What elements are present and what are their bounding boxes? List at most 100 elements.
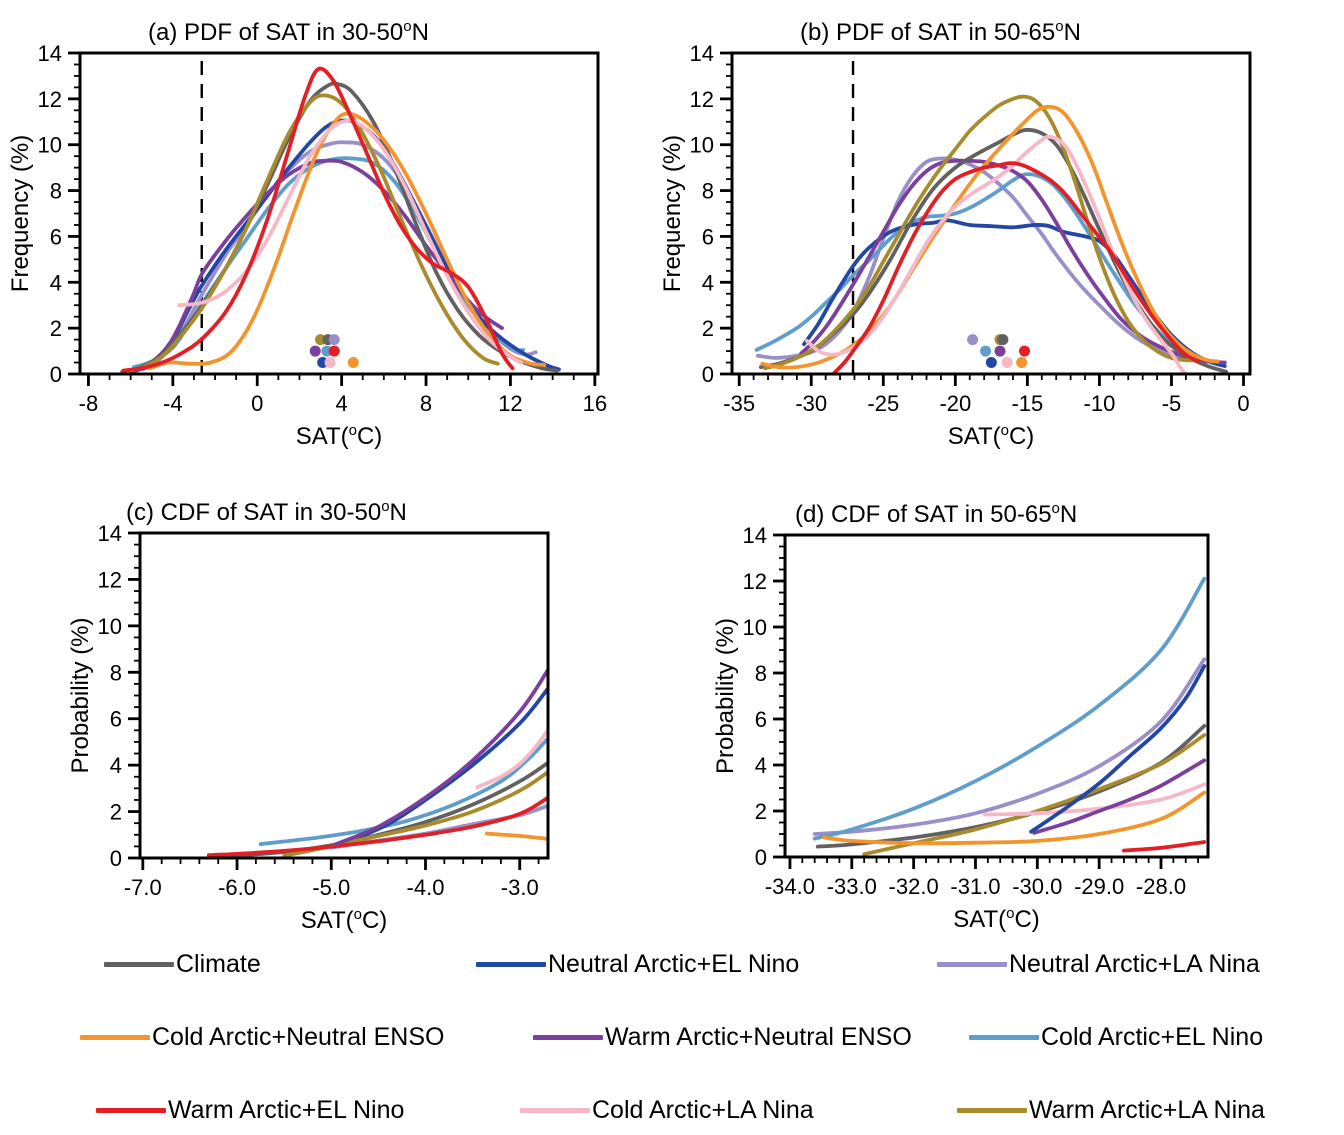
x-tick-label: -31.0 bbox=[950, 874, 1000, 899]
y-tick-label: 14 bbox=[743, 523, 767, 548]
y-tick-label: 14 bbox=[98, 521, 122, 546]
x-tick-label: -30.0 bbox=[1012, 874, 1062, 899]
mean-dot-warm_el bbox=[1019, 345, 1031, 357]
y-axis-label: Probability (%) bbox=[712, 618, 739, 774]
y-tick-label: 10 bbox=[743, 615, 767, 640]
y-tick-label: 12 bbox=[690, 87, 714, 112]
mean-dot-cold_el bbox=[980, 345, 992, 357]
series-curve-cold_el bbox=[258, 736, 548, 846]
series-curve-cold_neutral bbox=[822, 790, 1207, 846]
y-tick-label: 12 bbox=[38, 87, 62, 112]
y-tick-label: 8 bbox=[755, 661, 767, 686]
y-tick-label: 2 bbox=[110, 800, 122, 825]
series-curve-cold_la bbox=[805, 134, 1187, 374]
y-axis-label: Frequency (%) bbox=[7, 135, 34, 292]
x-tick-label: -15 bbox=[1011, 391, 1043, 416]
mean-dot-cold_la bbox=[1001, 357, 1013, 369]
x-tick-label: -8 bbox=[79, 391, 99, 416]
series-curve-warm_neutral bbox=[1032, 758, 1207, 835]
series-curve-warm_la bbox=[763, 94, 1197, 371]
y-tick-label: 0 bbox=[110, 846, 122, 871]
y-tick-label: 8 bbox=[702, 179, 714, 204]
x-tick-label: -7.0 bbox=[124, 875, 162, 900]
panel-c: -7.0 -6.0 -5.0 -4.0 -3.0 0 2 4 6 8 10 12 14(c) CDF o… bbox=[67, 498, 550, 934]
x-tick-label: -5.0 bbox=[312, 875, 350, 900]
y-tick-label: 10 bbox=[690, 133, 714, 158]
y-axis-label: Probability (%) bbox=[67, 617, 94, 773]
panel-b-title: (b) PDF of SAT in 50-65oN bbox=[800, 18, 1081, 46]
x-tick-label: 0 bbox=[1237, 391, 1249, 416]
x-tick-label: -30 bbox=[795, 391, 827, 416]
panel-d-title: (d) CDF of SAT in 50-65oN bbox=[795, 500, 1077, 528]
x-tick-label: -32.0 bbox=[889, 874, 939, 899]
series-curve-warm_la bbox=[282, 770, 548, 858]
x-tick-label: 12 bbox=[498, 391, 522, 416]
series-curve-neutral_la bbox=[812, 657, 1207, 836]
x-tick-label: -29.0 bbox=[1074, 874, 1124, 899]
mean-dot-neutral_la bbox=[328, 334, 340, 346]
mean-dot-cold_la bbox=[324, 357, 336, 369]
y-axis-label: Frequency (%) bbox=[659, 135, 686, 292]
series-curve-cold_la bbox=[475, 728, 548, 790]
axes-frame bbox=[783, 533, 1210, 859]
y-tick-label: 12 bbox=[98, 567, 122, 592]
mean-dot-warm_neutral bbox=[309, 345, 321, 357]
y-tick-label: 0 bbox=[755, 845, 767, 870]
series-curve-cold_el bbox=[812, 576, 1207, 841]
y-tick-label: 6 bbox=[755, 707, 767, 732]
y-tick-label: 10 bbox=[98, 614, 122, 639]
panel-a: -8 -4 0 4 8 12 16 0 2 4 6 8 10 12 14 (a) PDF of SAT in … bbox=[7, 18, 607, 450]
x-tick-label: 16 bbox=[583, 391, 607, 416]
axes-frame bbox=[138, 531, 550, 860]
series-curve-neutral_el bbox=[1029, 664, 1207, 834]
series-curve-warm_la bbox=[122, 93, 500, 374]
y-tick-label: 2 bbox=[755, 799, 767, 824]
y-tick-label: 0 bbox=[50, 362, 62, 387]
series-curve-warm_el bbox=[206, 795, 548, 858]
y-tick-label: 14 bbox=[690, 41, 714, 66]
x-tick-label: -6.0 bbox=[218, 875, 256, 900]
series-curve-cold_la bbox=[177, 118, 523, 365]
mean-dot-neutral_el bbox=[985, 357, 997, 369]
series-curve-warm_el bbox=[1122, 840, 1207, 853]
mean-dot-neutral_la bbox=[967, 334, 979, 346]
x-tick-label: -3.0 bbox=[501, 875, 539, 900]
series-curve-neutral_la bbox=[756, 156, 1224, 365]
y-tick-label: 8 bbox=[50, 179, 62, 204]
y-tick-label: 4 bbox=[755, 753, 767, 778]
y-tick-label: 4 bbox=[50, 270, 62, 295]
axes-frame bbox=[78, 51, 600, 376]
mean-dot-cold_neutral bbox=[1016, 357, 1028, 369]
y-tick-label: 2 bbox=[50, 316, 62, 341]
y-tick-label: 4 bbox=[110, 753, 122, 778]
series-curve-warm_el bbox=[121, 66, 515, 373]
x-tick-label: 8 bbox=[420, 391, 432, 416]
y-tick-label: 14 bbox=[38, 41, 62, 66]
x-tick-label: -5 bbox=[1162, 391, 1182, 416]
mean-dot-warm_el bbox=[328, 345, 340, 357]
x-tick-label: 0 bbox=[251, 391, 263, 416]
y-tick-label: 10 bbox=[38, 133, 62, 158]
x-tick-label: -25 bbox=[867, 391, 899, 416]
x-tick-label: -4 bbox=[163, 391, 183, 416]
y-tick-label: 12 bbox=[743, 569, 767, 594]
mean-dot-cold_neutral bbox=[347, 357, 359, 369]
x-tick-label: -28.0 bbox=[1136, 874, 1186, 899]
series-curve-cold_la bbox=[982, 782, 1207, 817]
x-axis-label: SAT(oC) bbox=[948, 422, 1035, 450]
y-tick-label: 8 bbox=[110, 660, 122, 685]
panel-b: -35 -30 -25 -20 -15 -10 -5 0 0 2 4 6 8 10 12 14 (b) PDF … bbox=[659, 18, 1252, 450]
y-tick-label: 6 bbox=[50, 224, 62, 249]
series-curve-warm_neutral bbox=[334, 668, 548, 846]
y-tick-label: 0 bbox=[702, 362, 714, 387]
x-tick-label: -33.0 bbox=[827, 874, 877, 899]
y-tick-label: 2 bbox=[702, 316, 714, 341]
mean-dot-warm_neutral bbox=[994, 345, 1006, 357]
y-tick-label: 6 bbox=[110, 707, 122, 732]
x-axis-label: SAT(oC) bbox=[301, 906, 388, 934]
series-curve-neutral_el bbox=[348, 686, 548, 843]
y-tick-label: 6 bbox=[702, 224, 714, 249]
x-tick-label: 4 bbox=[336, 391, 348, 416]
